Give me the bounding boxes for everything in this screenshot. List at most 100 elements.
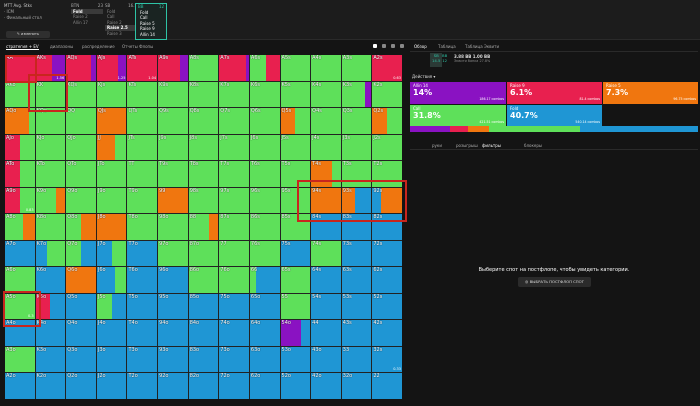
hand-cell-K2s[interactable]: K2s: [372, 81, 402, 108]
hand-cell-K7o[interactable]: K7o: [35, 240, 66, 267]
hand-cell-92s[interactable]: 92s: [372, 187, 402, 214]
hand-cell-44[interactable]: 44: [311, 320, 341, 346]
hand-cell-JTs[interactable]: JTs: [127, 134, 158, 161]
hand-cell-66[interactable]: 66: [249, 267, 280, 293]
position-btn[interactable]: BTN 23 Fold Raise 2 Allin 17: [71, 3, 103, 25]
hand-cell-T5o[interactable]: T5o: [127, 293, 158, 320]
hand-cell-K5o[interactable]: K5o: [35, 293, 66, 320]
hand-cell-J9o[interactable]: J9o: [96, 187, 127, 214]
hand-cell-A9o[interactable]: A9o 0.83: [5, 187, 35, 214]
action-summary-raise-5[interactable]: Raise 5 7.3% 96.75 combos: [603, 82, 698, 104]
hand-cell-94s[interactable]: 94s: [311, 187, 341, 214]
hand-cell-AKs[interactable]: AKs 1.56: [35, 55, 66, 81]
hand-cell-T5s[interactable]: T5s: [280, 161, 311, 187]
list-view-icon[interactable]: [382, 44, 386, 48]
stack-bb[interactable]: BB 12: [442, 53, 448, 63]
hand-cell-J5s[interactable]: J5s: [280, 134, 311, 161]
hand-cell-87s[interactable]: 87s: [219, 214, 249, 240]
hand-cell-82o[interactable]: 82o: [188, 373, 219, 399]
hand-cell-42o[interactable]: 42o: [311, 373, 341, 399]
hand-cell-99[interactable]: 99: [158, 187, 188, 214]
action-item[interactable]: Raise 5: [140, 20, 155, 26]
hand-cell-KJs[interactable]: KJs: [96, 81, 127, 108]
hand-cell-J3o[interactable]: J3o: [96, 346, 127, 373]
hand-cell-T2s[interactable]: T2s: [372, 161, 402, 187]
expand-icon[interactable]: [400, 44, 404, 48]
hand-cell-J2o[interactable]: J2o: [96, 373, 127, 399]
hand-cell-A2s[interactable]: A2s 0.63: [372, 55, 402, 81]
hand-cell-QJs[interactable]: QJs: [96, 108, 127, 134]
hand-cell-83o[interactable]: 83o: [188, 346, 219, 373]
hand-cell-92o[interactable]: 92o: [158, 373, 188, 399]
hand-cell-A5s[interactable]: A5s: [280, 55, 311, 81]
hand-cell-77[interactable]: 77: [219, 240, 249, 267]
hand-cell-96s[interactable]: 96s: [249, 187, 280, 214]
hand-cell-KTs[interactable]: KTs: [127, 81, 158, 108]
action-item[interactable]: Call: [107, 14, 115, 20]
action-item[interactable]: Raise 2: [107, 19, 122, 25]
hand-cell-52o[interactable]: 52o: [280, 373, 311, 399]
hand-cell-72s[interactable]: 72s: [372, 240, 402, 267]
hand-cell-63s[interactable]: 63s: [341, 267, 372, 293]
hand-cell-32s[interactable]: 32s 0.33: [372, 346, 402, 373]
hand-cell-63o[interactable]: 63o: [249, 346, 280, 373]
hand-cell-T2o[interactable]: T2o: [127, 373, 158, 399]
hand-cell-K6o[interactable]: K6o: [35, 267, 66, 293]
hand-cell-Q2s[interactable]: Q2s: [372, 108, 402, 134]
table-view-icon[interactable]: [391, 44, 395, 48]
hand-cell-J5o[interactable]: J5o: [96, 293, 127, 320]
hand-cell-53s[interactable]: 53s: [341, 293, 372, 320]
hand-cell-82s[interactable]: 82s: [372, 214, 402, 240]
hand-cell-64s[interactable]: 64s: [311, 267, 341, 293]
hand-cell-74s[interactable]: 74s: [311, 240, 341, 267]
hand-cell-97s[interactable]: 97s: [219, 187, 249, 214]
hand-cell-86s[interactable]: 86s: [249, 214, 280, 240]
hand-cell-J8o[interactable]: J8o: [96, 214, 127, 240]
hand-cell-K4o[interactable]: K4o: [35, 320, 66, 346]
action-item[interactable]: Call: [140, 15, 148, 21]
hand-cell-J4s[interactable]: J4s: [311, 134, 341, 161]
hand-cell-AJs[interactable]: AJs 1.25: [96, 55, 127, 81]
hand-cell-A5o[interactable]: A5o 0.3: [5, 293, 35, 320]
hand-cell-K2o[interactable]: K2o: [35, 373, 66, 399]
hand-cell-97o[interactable]: 97o: [158, 240, 188, 267]
hand-cell-86o[interactable]: 86o: [188, 267, 219, 293]
hand-cell-ATs[interactable]: ATs 1.04: [127, 55, 158, 81]
action-item[interactable]: Raise 2: [73, 14, 88, 20]
hand-cell-A9s[interactable]: A9s: [158, 55, 188, 81]
hand-cell-75s[interactable]: 75s: [280, 240, 311, 267]
hand-cell-64o[interactable]: 64o: [249, 320, 280, 346]
hand-cell-T6s[interactable]: T6s: [249, 161, 280, 187]
hand-cell-T8s[interactable]: T8s: [188, 161, 219, 187]
hand-cell-T9s[interactable]: T9s: [158, 161, 188, 187]
hand-cell-T6o[interactable]: T6o: [127, 267, 158, 293]
hand-cell-98s[interactable]: 98s: [188, 187, 219, 214]
hand-cell-TT[interactable]: TT: [127, 161, 158, 187]
action-summary-raise-9[interactable]: Raise 9 6.1% 81.4 combos: [507, 82, 602, 104]
hand-cell-K9s[interactable]: K9s: [158, 81, 188, 108]
action-item[interactable]: Fold: [71, 8, 103, 15]
hand-cell-42s[interactable]: 42s: [372, 320, 402, 346]
position-bb[interactable]: BB 12 Fold Call Raise 5 Raise 9 Allin 14: [135, 3, 167, 40]
hand-cell-AQs[interactable]: AQs: [66, 55, 96, 81]
hand-cell-KTo[interactable]: KTo: [35, 161, 66, 187]
hand-cell-J6o[interactable]: J6o: [96, 267, 127, 293]
tab-strategy-ev[interactable]: стратегия + EV: [6, 44, 39, 50]
hand-cell-J2s[interactable]: J2s: [372, 134, 402, 161]
hand-cell-84s[interactable]: 84s: [311, 214, 341, 240]
hand-cell-65s[interactable]: 65s: [280, 267, 311, 293]
hand-cell-T4o[interactable]: T4o: [127, 320, 158, 346]
hand-cell-AKo[interactable]: AKo: [5, 81, 35, 108]
hand-cell-A6o[interactable]: A6o: [5, 267, 35, 293]
tab-filters[interactable]: фильтры: [482, 143, 501, 148]
hand-cell-Q8s[interactable]: Q8s: [188, 108, 219, 134]
hand-cell-87o[interactable]: 87o: [188, 240, 219, 267]
hand-cell-76o[interactable]: 76o: [219, 267, 249, 293]
action-item[interactable]: Fold: [140, 9, 149, 15]
action-item[interactable]: Allin 17: [73, 19, 88, 25]
hand-cell-Q3o[interactable]: Q3o: [66, 346, 96, 373]
tab-equity-table[interactable]: Таблица Эквити: [465, 44, 500, 49]
edit-scenario-button[interactable]: ✎ изменить: [6, 31, 50, 38]
hand-cell-Q6s[interactable]: Q6s: [249, 108, 280, 134]
hand-cell-K9o[interactable]: K9o: [35, 187, 66, 214]
